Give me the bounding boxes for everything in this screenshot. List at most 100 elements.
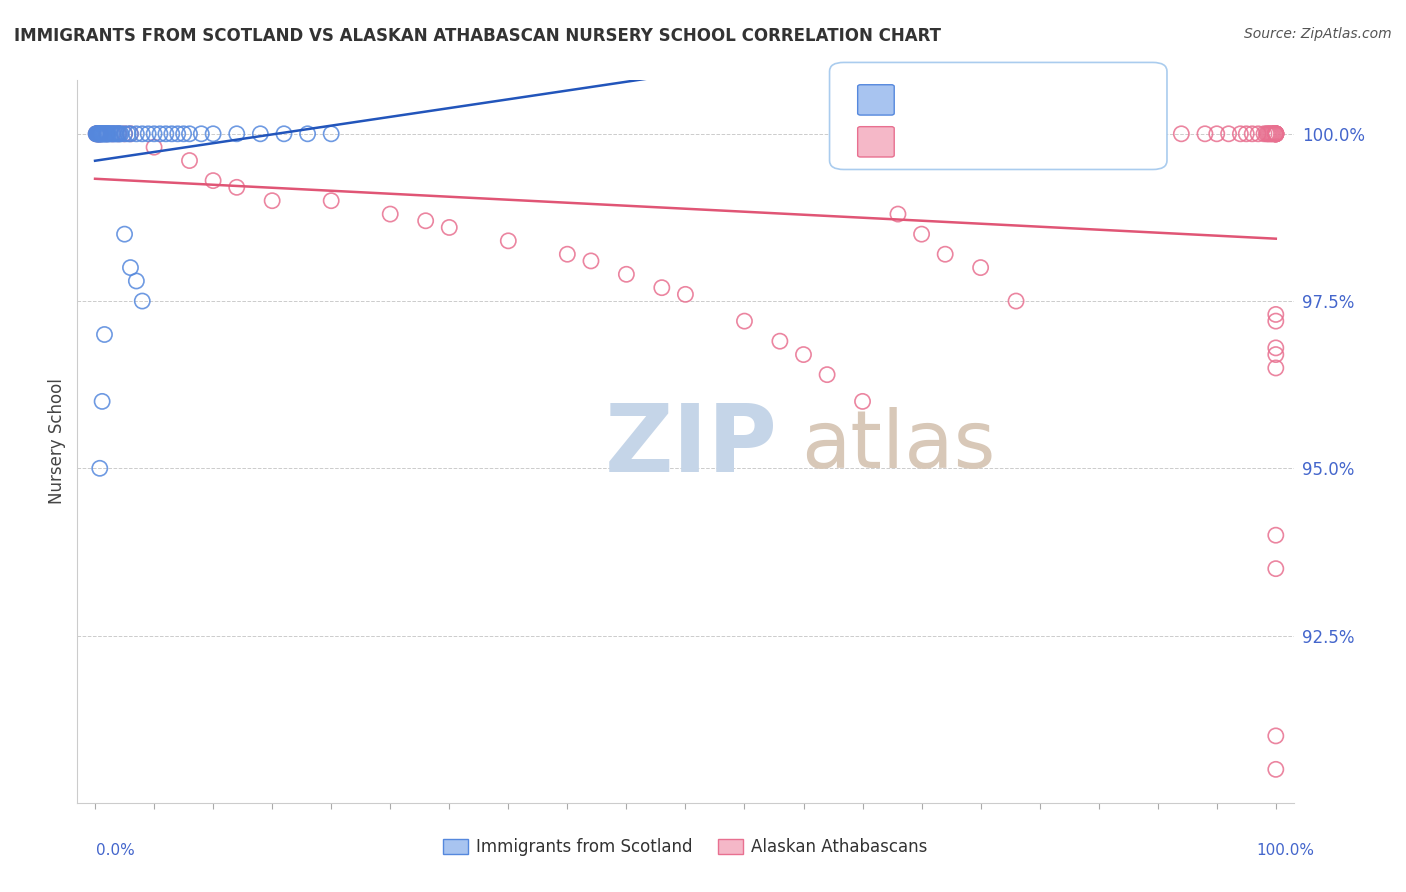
Point (321, 194, 343, 208)
Point (90, 127, 112, 141)
Point (1052, 133, 1074, 147)
Point (498, 234, 520, 248)
Point (114, 127, 136, 141)
Point (1253, 127, 1275, 141)
Point (1218, 127, 1240, 141)
Point (155, 127, 177, 141)
Point (173, 127, 195, 141)
Point (1264, 127, 1286, 141)
Point (1194, 127, 1216, 141)
Point (87, 127, 110, 141)
Point (1264, 127, 1286, 141)
Point (143, 127, 166, 141)
Point (110, 127, 132, 141)
Point (1264, 127, 1286, 141)
Point (114, 227, 136, 242)
Point (131, 294, 153, 309)
Point (934, 247, 956, 261)
Point (100, 127, 122, 141)
Text: R = -0.174: R = -0.174 (903, 133, 1000, 151)
Point (262, 194, 284, 208)
Point (89, 127, 111, 141)
Point (1260, 127, 1282, 141)
Point (887, 207, 910, 221)
Point (616, 268, 638, 282)
Point (87, 127, 110, 141)
Point (86, 127, 108, 141)
Point (190, 127, 212, 141)
Point (1170, 127, 1192, 141)
Point (179, 153, 201, 168)
Point (1264, 314, 1286, 328)
Point (1264, 348, 1286, 362)
Point (117, 127, 139, 141)
Point (1263, 127, 1285, 141)
Point (1146, 153, 1168, 168)
Point (87, 127, 110, 141)
Point (86, 127, 108, 141)
Point (579, 254, 602, 268)
Text: atlas: atlas (801, 407, 995, 485)
Text: N = 74: N = 74 (1040, 133, 1102, 151)
Point (415, 214, 437, 228)
Point (91, 394, 114, 409)
Point (202, 127, 225, 141)
Point (1247, 127, 1270, 141)
Point (439, 220, 461, 235)
Point (1111, 146, 1133, 161)
Point (98, 127, 121, 141)
Text: 100.0%: 100.0% (1257, 843, 1315, 858)
Point (249, 127, 271, 141)
Point (84, 127, 107, 141)
Point (1264, 528, 1286, 542)
Point (89, 127, 111, 141)
Point (225, 180, 247, 194)
Point (120, 260, 142, 275)
Point (1264, 361, 1286, 376)
Point (969, 260, 991, 275)
Point (97, 127, 120, 141)
Y-axis label: Nursery School: Nursery School (48, 378, 66, 505)
Point (149, 127, 172, 141)
Point (96, 127, 118, 141)
Point (851, 394, 873, 409)
Point (651, 281, 673, 295)
Point (1264, 127, 1286, 141)
Point (89, 461, 111, 475)
Point (1241, 127, 1264, 141)
Point (1258, 127, 1281, 141)
Point (675, 287, 697, 301)
Point (107, 127, 129, 141)
Point (1256, 127, 1278, 141)
Point (103, 127, 125, 141)
Point (90, 127, 112, 141)
Point (557, 247, 579, 261)
Point (114, 127, 136, 141)
Point (273, 127, 295, 141)
Point (160, 127, 183, 141)
Point (1257, 127, 1279, 141)
Text: ZIP: ZIP (605, 400, 778, 492)
Point (94, 127, 117, 141)
Point (89, 127, 111, 141)
Point (1264, 127, 1286, 141)
Text: IMMIGRANTS FROM SCOTLAND VS ALASKAN ATHABASCAN NURSERY SCHOOL CORRELATION CHART: IMMIGRANTS FROM SCOTLAND VS ALASKAN ATHA… (14, 27, 941, 45)
Point (89, 127, 111, 141)
Point (90, 127, 112, 141)
Point (90, 127, 112, 141)
Point (125, 274, 148, 288)
Point (93, 327, 115, 342)
Point (733, 314, 755, 328)
Point (380, 207, 402, 221)
Point (1261, 127, 1284, 141)
Point (136, 127, 159, 141)
Legend: Immigrants from Scotland, Alaskan Athabascans: Immigrants from Scotland, Alaskan Athaba… (436, 831, 935, 863)
Point (815, 368, 838, 382)
Point (1229, 127, 1251, 141)
Point (297, 127, 319, 141)
Point (100, 127, 122, 141)
Point (91, 127, 114, 141)
Point (101, 127, 124, 141)
Point (1087, 140, 1109, 154)
Point (792, 348, 814, 362)
